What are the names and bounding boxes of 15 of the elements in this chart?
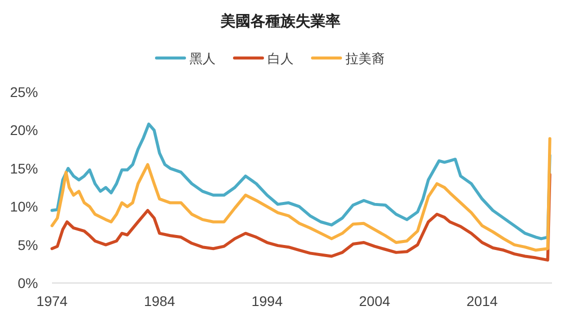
x-tick-label: 1974 <box>36 293 68 309</box>
y-tick-label: 10% <box>10 198 38 215</box>
legend-label: 黑人 <box>190 51 216 66</box>
legend-label: 白人 <box>268 51 294 66</box>
x-tick-label: 2004 <box>359 293 390 309</box>
legend-label: 拉美裔 <box>346 51 384 66</box>
x-tick-label: 2014 <box>466 293 498 309</box>
y-tick-label: 15% <box>10 160 38 176</box>
y-tick-label: 25% <box>10 84 38 100</box>
x-tick-label: 1984 <box>144 293 176 309</box>
x-tick-label: 1994 <box>251 293 283 309</box>
y-tick-label: 20% <box>10 122 38 138</box>
chart-title: 美國各種族失業率 <box>220 12 340 30</box>
y-tick-label: 0% <box>18 275 38 291</box>
y-tick-label: 5% <box>18 236 38 253</box>
